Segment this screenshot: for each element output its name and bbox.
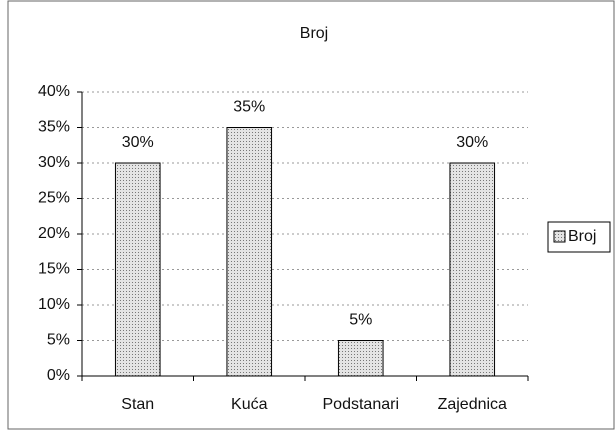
x-tick-label: Kuća	[231, 396, 268, 413]
legend-label: Broj	[568, 228, 596, 245]
y-tick-label: 5%	[47, 332, 70, 349]
y-tick-label: 10%	[38, 296, 70, 313]
y-tick-label: 0%	[47, 367, 70, 384]
value-label: 30%	[122, 134, 154, 151]
chart-title: Broj	[300, 25, 328, 42]
bar	[337, 340, 384, 377]
x-tick-label: Stan	[121, 396, 154, 413]
y-tick-label: 15%	[38, 261, 70, 278]
bar	[114, 162, 161, 377]
y-tick-label: 35%	[38, 119, 70, 136]
x-tick-label: Podstanari	[323, 396, 400, 413]
y-tick-label: 25%	[38, 190, 70, 207]
y-tick-label: 20%	[38, 225, 70, 242]
bar	[449, 162, 496, 377]
y-tick-label: 40%	[38, 83, 70, 100]
y-tick-label: 30%	[38, 154, 70, 171]
bar	[226, 127, 273, 377]
legend-swatch	[553, 230, 566, 243]
value-label: 35%	[233, 99, 265, 116]
legend-box	[547, 221, 611, 253]
x-tick-label: Zajednica	[438, 396, 507, 413]
chart-frame	[7, 0, 615, 430]
value-label: 30%	[456, 134, 488, 151]
value-label: 5%	[349, 312, 372, 329]
